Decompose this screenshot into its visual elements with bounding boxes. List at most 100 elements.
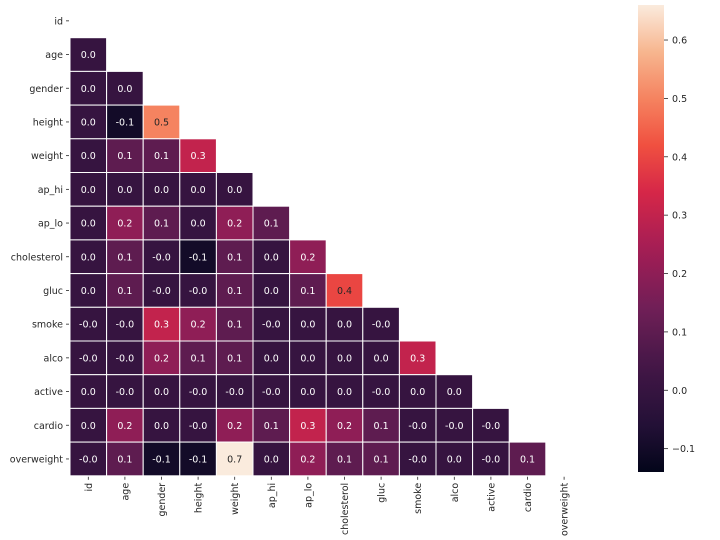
cell-value-label: 0.0 — [264, 454, 279, 465]
cell-value-label: -0.0 — [482, 421, 501, 432]
row-label-id: id — [54, 16, 63, 27]
column-label-age: age — [120, 483, 131, 501]
cell-value-label: 0.0 — [264, 252, 279, 263]
heatmap-cell — [398, 441, 437, 477]
heatmap-cell — [106, 172, 144, 207]
cell-value-label: 0.1 — [154, 151, 169, 162]
colorbar-tick-label: 0.4 — [672, 152, 687, 163]
heatmap-cell — [215, 205, 254, 241]
column-label-cholesterol: cholesterol — [340, 483, 351, 535]
heatmap-cell — [69, 37, 108, 72]
cell-value-label: 0.0 — [191, 219, 206, 230]
heatmap-cell — [289, 407, 327, 443]
cell-value-label: 0.0 — [447, 387, 462, 398]
heatmap-cell — [69, 70, 108, 106]
cell-value-label: 0.0 — [300, 387, 315, 398]
heatmap-cell — [252, 374, 291, 409]
cell-value-label: -0.0 — [445, 421, 464, 432]
cell-value-label: -0.0 — [79, 353, 98, 364]
cell-value-label: 0.2 — [227, 421, 242, 432]
heatmap-cell — [106, 340, 144, 376]
row-label-gluc: gluc — [43, 286, 63, 297]
heatmap-cell — [179, 172, 217, 207]
cell-value-label: 0.2 — [300, 252, 315, 263]
cell-value-label: -0.0 — [152, 252, 171, 263]
cell-value-label: 0.1 — [117, 151, 132, 162]
cell-value-label: 0.0 — [81, 50, 96, 61]
heatmap-cell — [325, 407, 364, 443]
row-label-ap_hi: ap_hi — [38, 185, 63, 196]
cell-value-label: -0.1 — [152, 454, 171, 465]
row-label-height: height — [33, 117, 64, 128]
row-label-overweight: overweight — [10, 454, 63, 465]
heatmap-cell — [252, 407, 291, 443]
heatmap-cells: 0.0 0.0 0.0 0.0 -0.1 0.5 0.0 0.1 0.1 0.3 0.0 0.0 0.0… — [69, 37, 547, 477]
heatmap-cell — [362, 374, 400, 409]
heatmap-cell — [142, 273, 181, 308]
column-labels: id age gender height weight ap_hi ap_lo cholest… — [84, 476, 571, 536]
cell-value-label: 0.3 — [191, 151, 206, 162]
cell-value-label: -0.1 — [189, 454, 208, 465]
cell-value-label: 0.0 — [81, 387, 96, 398]
cell-value-label: 0.1 — [227, 286, 242, 297]
cell-value-label: 0.3 — [410, 353, 425, 364]
heatmap-cell — [252, 441, 291, 477]
heatmap-cell — [69, 374, 108, 409]
heatmap-cell — [106, 138, 144, 174]
row-label-smoke: smoke — [32, 320, 63, 331]
cell-value-label: 0.2 — [117, 421, 132, 432]
column-label-active: active — [486, 483, 497, 512]
cell-value-label: 0.0 — [227, 185, 242, 196]
heatmap-cell — [142, 104, 181, 140]
cell-value-label: -0.0 — [372, 387, 391, 398]
cell-value-label: 0.1 — [117, 286, 132, 297]
heatmap-cell — [325, 273, 364, 308]
cell-value-label: -0.0 — [116, 320, 135, 331]
cell-value-label: 0.2 — [300, 454, 315, 465]
cell-value-label: 0.1 — [227, 252, 242, 263]
cell-value-label: -0.0 — [262, 320, 281, 331]
heatmap-cell — [472, 407, 510, 443]
column-label-smoke: smoke — [413, 483, 424, 514]
cell-value-label: 0.1 — [154, 219, 169, 230]
cell-value-label: 0.0 — [117, 84, 132, 95]
cell-value-label: -0.0 — [79, 454, 98, 465]
cell-value-label: 0.1 — [374, 454, 389, 465]
cell-value-label: 0.1 — [264, 421, 279, 432]
cell-value-label: 0.0 — [154, 421, 169, 432]
row-label-age: age — [45, 50, 63, 61]
cell-value-label: 0.0 — [81, 421, 96, 432]
heatmap-cell — [179, 138, 217, 174]
column-label-gender: gender — [157, 483, 168, 517]
heatmap-cell — [69, 306, 108, 342]
colorbar-tick-label: 0.2 — [672, 269, 687, 280]
cell-value-label: 0.0 — [81, 117, 96, 128]
colorbar-gradient — [638, 5, 664, 472]
cell-value-label: -0.0 — [482, 454, 501, 465]
row-label-cholesterol: cholesterol — [11, 252, 63, 263]
row-labels: id age gender height weight ap_hi ap_locholest… — [10, 16, 69, 465]
heatmap-cell — [69, 239, 108, 275]
cell-value-label: 0.0 — [81, 185, 96, 196]
heatmap-cell — [142, 205, 181, 241]
heatmap-cell — [398, 407, 437, 443]
cell-value-label: -0.0 — [372, 320, 391, 331]
column-label-height: height — [194, 483, 205, 514]
colorbar-tick-label: 0.0 — [672, 386, 687, 397]
cell-value-label: 0.1 — [520, 454, 535, 465]
cell-value-label: 0.0 — [374, 353, 389, 364]
column-label-ap_lo: ap_lo — [303, 483, 314, 508]
cell-value-label: 0.0 — [410, 387, 425, 398]
heatmap-cell — [179, 205, 217, 241]
cell-value-label: 0.0 — [117, 185, 132, 196]
cell-value-label: 0.0 — [264, 286, 279, 297]
heatmap-cell — [289, 441, 327, 477]
column-label-gluc: gluc — [377, 483, 388, 503]
row-label-alco: alco — [44, 353, 64, 364]
colorbar: −0.1 0.0 0.1 0.2 0.3 0.4 0.5 0.6 — [638, 5, 695, 472]
cell-value-label: 0.2 — [154, 353, 169, 364]
cell-value-label: -0.0 — [189, 421, 208, 432]
heatmap-cell — [325, 340, 364, 376]
cell-value-label: -0.0 — [408, 454, 427, 465]
